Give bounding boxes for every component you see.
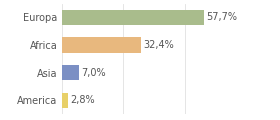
Bar <box>62 37 141 53</box>
Text: 7,0%: 7,0% <box>81 68 106 78</box>
Text: 2,8%: 2,8% <box>71 95 95 105</box>
Text: 57,7%: 57,7% <box>206 12 237 22</box>
Bar <box>62 93 69 108</box>
Bar <box>62 65 79 80</box>
Text: 32,4%: 32,4% <box>143 40 174 50</box>
Bar <box>62 10 204 25</box>
